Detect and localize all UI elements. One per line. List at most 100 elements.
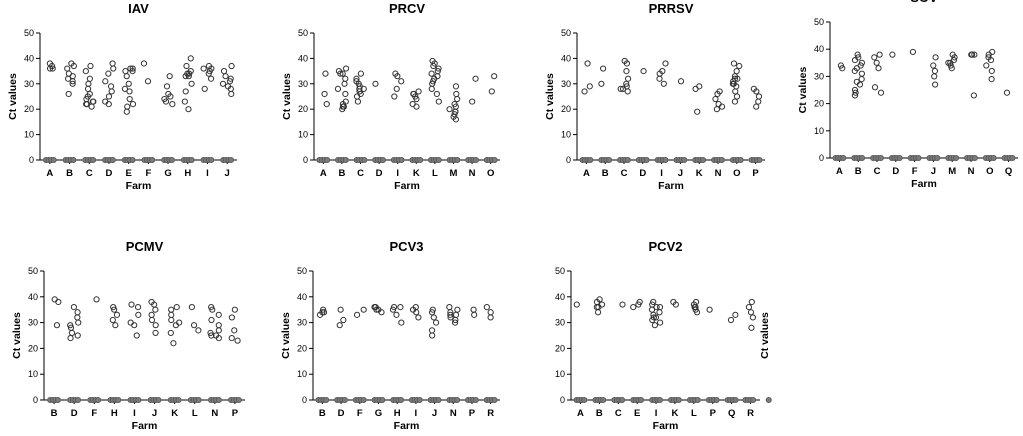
data-point <box>207 75 215 82</box>
data-point <box>105 93 113 100</box>
data-point <box>50 156 57 163</box>
data-point <box>652 314 660 321</box>
data-point <box>732 396 739 403</box>
data-point <box>858 70 865 77</box>
data-point <box>113 311 121 318</box>
data-point <box>108 88 115 95</box>
data-point <box>598 80 605 87</box>
data-point <box>148 316 156 324</box>
data-point <box>692 85 699 92</box>
data-point <box>624 156 631 163</box>
y-tick-label: 10 <box>561 130 571 140</box>
x-tick-label: F <box>912 166 918 177</box>
data-point <box>491 73 498 80</box>
chart-title: PCV2 <box>649 239 683 254</box>
data-point <box>127 319 134 326</box>
y-tick-label: 30 <box>28 318 38 328</box>
y-tick-label: 50 <box>28 266 38 276</box>
data-point <box>989 48 996 56</box>
data-point <box>74 309 81 316</box>
data-point <box>360 396 367 403</box>
data-point <box>600 65 607 72</box>
data-point <box>70 156 77 163</box>
data-point <box>483 304 490 311</box>
data-point <box>470 306 477 313</box>
data-point <box>715 101 722 108</box>
data-point <box>75 319 82 326</box>
data-point <box>51 296 58 303</box>
data-point <box>67 334 74 342</box>
data-point <box>342 90 349 98</box>
x-tick-label: B <box>51 408 58 419</box>
chart-panel-prcv: PRCV 0 10 20 30 40 50 Ct values A B C D I K L M N O Farm <box>281 1 500 192</box>
x-tick-label: M <box>450 168 458 179</box>
data-point <box>228 334 235 342</box>
data-point <box>659 68 666 75</box>
x-tick-label: J <box>931 166 936 177</box>
x-tick-label: A <box>583 168 590 179</box>
data-point <box>123 73 130 80</box>
data-point <box>398 78 405 85</box>
data-point <box>68 60 75 67</box>
x-tick-label: J <box>225 168 230 179</box>
data-point <box>451 101 458 108</box>
x-tick-label: K <box>413 168 420 179</box>
data-point <box>584 60 591 67</box>
data-point <box>755 93 763 100</box>
data-point <box>53 322 61 329</box>
data-point <box>228 90 235 98</box>
data-point <box>140 60 148 67</box>
data-point <box>487 314 494 321</box>
x-tick-label: C <box>357 168 364 179</box>
chart-title: SOV <box>910 0 938 5</box>
data-point <box>110 304 117 311</box>
data-point <box>594 309 602 316</box>
data-point <box>877 154 884 161</box>
x-tick-label: D <box>639 168 646 179</box>
data-point <box>854 51 861 58</box>
data-point <box>875 65 882 72</box>
data-point <box>636 298 643 306</box>
data-point <box>392 70 399 77</box>
y-tick-label: 0 <box>303 155 308 165</box>
data-point <box>155 396 162 403</box>
data-point <box>416 396 423 403</box>
data-point <box>55 298 62 306</box>
x-tick-label: H <box>111 408 118 419</box>
data-point <box>87 62 94 70</box>
data-point <box>208 332 215 339</box>
x-axis-label: Farm <box>653 420 679 432</box>
x-tick-label: B <box>855 166 862 177</box>
y-tick-label: 30 <box>298 79 308 89</box>
data-point <box>452 311 460 318</box>
y-tick-label: 0 <box>566 155 571 165</box>
data-point <box>69 78 76 85</box>
data-point <box>212 332 220 339</box>
data-point <box>851 86 859 94</box>
data-point <box>219 80 227 87</box>
data-point <box>909 48 917 56</box>
data-point <box>135 396 142 403</box>
data-point <box>750 85 757 92</box>
data-point <box>852 89 859 96</box>
data-point <box>341 396 348 403</box>
y-axis-label: Ct values <box>280 312 292 359</box>
data-point <box>393 85 400 92</box>
data-point <box>341 80 348 87</box>
x-tick-label: I <box>660 168 663 179</box>
x-axis-label: Farm <box>658 180 684 192</box>
x-tick-label: B <box>338 168 345 179</box>
chart-title: PCV3 <box>390 239 424 254</box>
x-tick-label: E <box>634 408 640 419</box>
data-point <box>129 156 136 163</box>
data-point <box>932 54 939 61</box>
data-point <box>222 73 229 80</box>
data-point <box>428 70 435 77</box>
data-point <box>840 154 847 161</box>
data-point <box>446 304 453 311</box>
data-point <box>75 396 82 403</box>
data-point <box>46 65 54 72</box>
x-tick-label: C <box>86 168 93 179</box>
y-tick-label: 0 <box>29 155 34 165</box>
data-point <box>173 304 180 311</box>
